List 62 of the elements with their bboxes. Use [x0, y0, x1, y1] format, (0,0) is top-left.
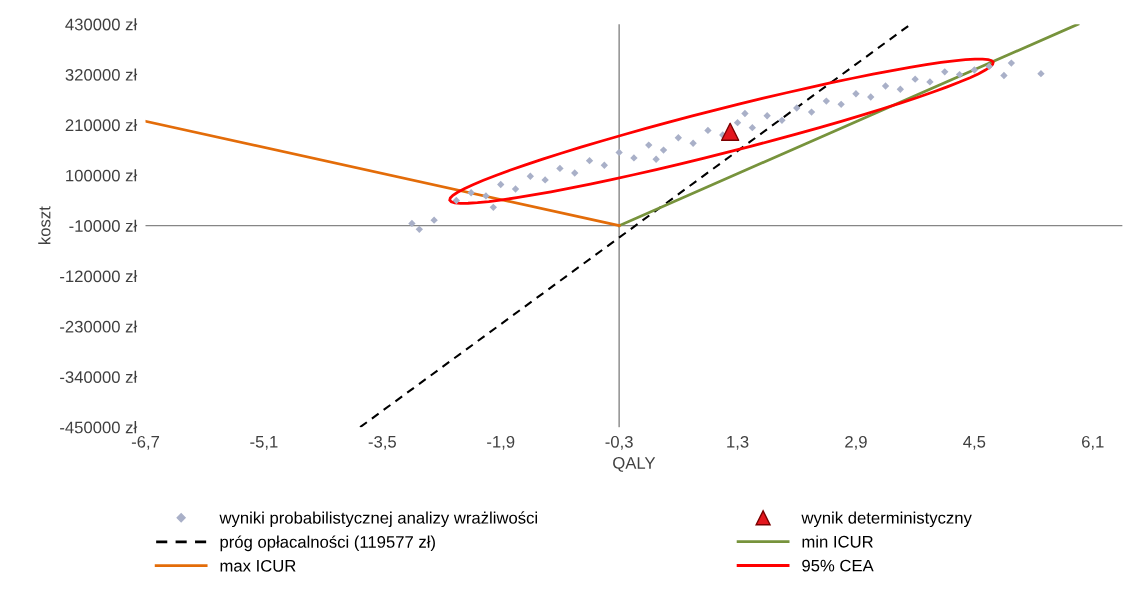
point	[511, 185, 520, 193]
point	[674, 134, 683, 142]
point	[415, 225, 423, 234]
point	[763, 112, 771, 120]
point	[1007, 59, 1016, 67]
point	[556, 164, 564, 173]
y-tick-label: 430000 zł	[65, 18, 138, 31]
x-tick-label: 4,5	[963, 436, 986, 450]
point	[704, 126, 712, 135]
point	[985, 62, 993, 70]
x-tick-label: -0,3	[605, 435, 633, 450]
legend-label: wynik deterministyczny	[801, 511, 972, 528]
y-tick-label: 320000 zł	[65, 68, 138, 81]
point	[748, 124, 757, 132]
legend-label: min ICUR	[802, 535, 873, 548]
legend-label: próg opłacalności (119577 zł)	[220, 535, 435, 552]
point	[467, 189, 475, 197]
y-tick-label: -230000 zł	[60, 320, 138, 333]
point	[489, 203, 497, 212]
y-tick-label: -10000 zł	[69, 219, 138, 232]
y-tick-label: -120000 zł	[60, 270, 138, 283]
x-tick-label: 2,9	[845, 435, 867, 450]
x-tick-label: -6,7	[131, 435, 160, 450]
point	[970, 66, 979, 74]
point	[1037, 69, 1045, 78]
y-tick-label: 100000 zł	[66, 169, 138, 182]
point	[778, 116, 786, 125]
point	[807, 108, 816, 116]
point	[526, 172, 535, 180]
y-tick-label: -450000 zł	[60, 421, 138, 434]
x-axis-title: QALY	[613, 457, 656, 472]
point	[733, 118, 742, 127]
point	[1000, 71, 1008, 80]
point	[652, 155, 660, 163]
point	[896, 85, 905, 93]
point	[941, 68, 949, 76]
x-tick-label: 1,3	[727, 435, 749, 450]
point	[837, 100, 845, 108]
point	[955, 70, 964, 79]
legend-label: max ICUR	[220, 559, 296, 572]
x-tick-label: -5,1	[250, 436, 278, 450]
point	[497, 180, 505, 189]
point	[452, 196, 460, 205]
point	[408, 219, 416, 228]
point	[659, 146, 668, 154]
point	[585, 156, 594, 165]
x-tick-label: -3,5	[368, 435, 396, 450]
text: 95% CEA	[802, 559, 874, 572]
y-tick-label: 210000 zł	[65, 118, 138, 132]
point	[689, 139, 697, 147]
point	[881, 82, 890, 90]
legend-label: wyniki probabilistycznej analizy wrażliwości	[219, 511, 537, 528]
y-tick-label: -340000 zł	[60, 370, 138, 383]
point	[645, 141, 653, 149]
y-axis-title: koszt	[38, 206, 51, 244]
point	[741, 109, 749, 118]
point	[720, 122, 740, 142]
point	[615, 148, 623, 157]
point	[600, 161, 609, 169]
x-tick-label: 6,1	[1082, 435, 1104, 450]
x-tick-label: -1,9	[487, 435, 515, 450]
point	[822, 97, 831, 105]
